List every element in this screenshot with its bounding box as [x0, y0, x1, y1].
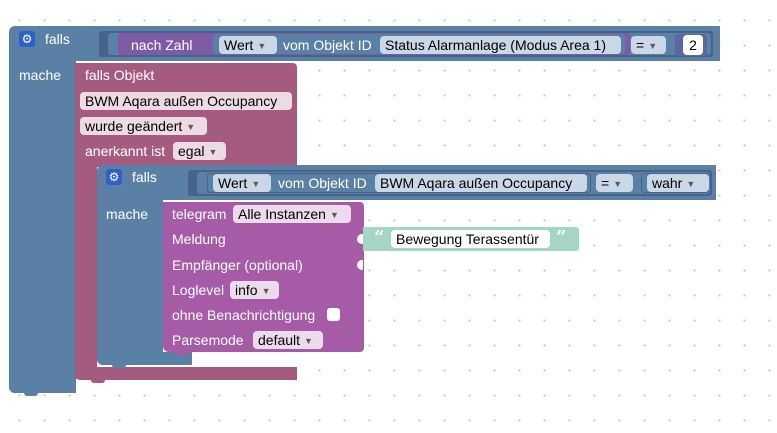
trigger-title: falls Objekt	[85, 67, 155, 83]
chevron-down-icon: ▼	[251, 179, 261, 189]
inner-if-spine[interactable]	[97, 199, 163, 365]
outer-if-spine[interactable]	[9, 60, 76, 393]
chevron-down-icon: ▼	[257, 41, 267, 51]
chevron-down-icon: ▼	[613, 179, 623, 189]
message-label: Meldung	[172, 231, 226, 247]
ack-dropdown[interactable]: egal ▼	[173, 142, 226, 160]
outer-if-label: falls	[45, 31, 70, 47]
recipient-input-socket	[357, 260, 363, 270]
quote-open-icon: “	[374, 227, 385, 248]
inner-do-label: mache	[106, 206, 149, 222]
trigger-object-id-field[interactable]: BWM Aqara außen Occupancy	[80, 92, 292, 110]
loglevel-dropdown[interactable]: info ▼	[230, 281, 279, 299]
operator-dropdown[interactable]: = ▼	[631, 36, 666, 54]
trigger-spine[interactable]	[75, 163, 97, 379]
ack-label: anerkannt ist	[85, 143, 166, 159]
inner-operator-dropdown[interactable]: = ▼	[596, 174, 633, 192]
inner-from-object-label: vom Objekt ID	[278, 175, 367, 191]
chevron-down-icon: ▼	[304, 336, 313, 346]
chevron-down-icon: ▼	[648, 41, 658, 51]
inner-property-dropdown[interactable]: Wert ▼	[213, 174, 271, 192]
chevron-down-icon: ▼	[686, 179, 696, 189]
chevron-down-icon: ▼	[329, 210, 339, 220]
recipient-label: Empfänger (optional)	[172, 257, 303, 273]
boolean-dropdown[interactable]: wahr ▼	[647, 174, 709, 192]
chevron-down-icon: ▼	[261, 286, 271, 296]
parsemode-dropdown[interactable]: default ▼	[253, 331, 323, 349]
inner-if-footer[interactable]	[97, 352, 192, 365]
object-id-field[interactable]: Status Alarmanlage (Modus Area 1)	[380, 36, 621, 54]
inner-if-label: falls	[132, 169, 157, 185]
silent-checkbox[interactable]	[327, 308, 340, 321]
trigger-bottom-notch	[91, 379, 105, 383]
telegram-body[interactable]	[163, 202, 364, 352]
trigger-footer[interactable]	[75, 367, 297, 380]
silent-label: ohne Benachrichtigung	[172, 307, 316, 323]
chevron-down-icon: ▼	[186, 122, 196, 132]
gear-icon[interactable]: ⚙	[106, 169, 122, 185]
outer-if-footer[interactable]	[9, 370, 76, 393]
parsemode-label: Parsemode	[172, 332, 244, 348]
to-number-label: nach Zahl	[131, 37, 193, 53]
loglevel-label: Loglevel	[172, 282, 225, 298]
property-dropdown[interactable]: Wert ▼	[219, 36, 277, 54]
message-text-field[interactable]: Bewegung Terassentür	[391, 230, 550, 248]
outer-do-label: mache	[19, 67, 62, 83]
inner-if-bottom-notch	[112, 364, 126, 368]
gear-icon[interactable]: ⚙	[19, 31, 35, 47]
number-value[interactable]: 2	[683, 35, 703, 55]
telegram-bottom-notch	[176, 351, 190, 355]
message-input-socket	[357, 234, 363, 244]
inner-object-id-field[interactable]: BWM Aqara außen Occupancy	[375, 174, 587, 192]
condition-dropdown[interactable]: wurde geändert ▼	[80, 117, 207, 135]
quote-close-icon: ”	[556, 227, 567, 248]
outer-if-bottom-notch	[24, 392, 38, 396]
chevron-down-icon: ▼	[208, 147, 218, 157]
instance-dropdown[interactable]: Alle Instanzen ▼	[233, 205, 351, 223]
from-object-label: vom Objekt ID	[283, 37, 372, 53]
telegram-title: telegram	[172, 206, 227, 222]
